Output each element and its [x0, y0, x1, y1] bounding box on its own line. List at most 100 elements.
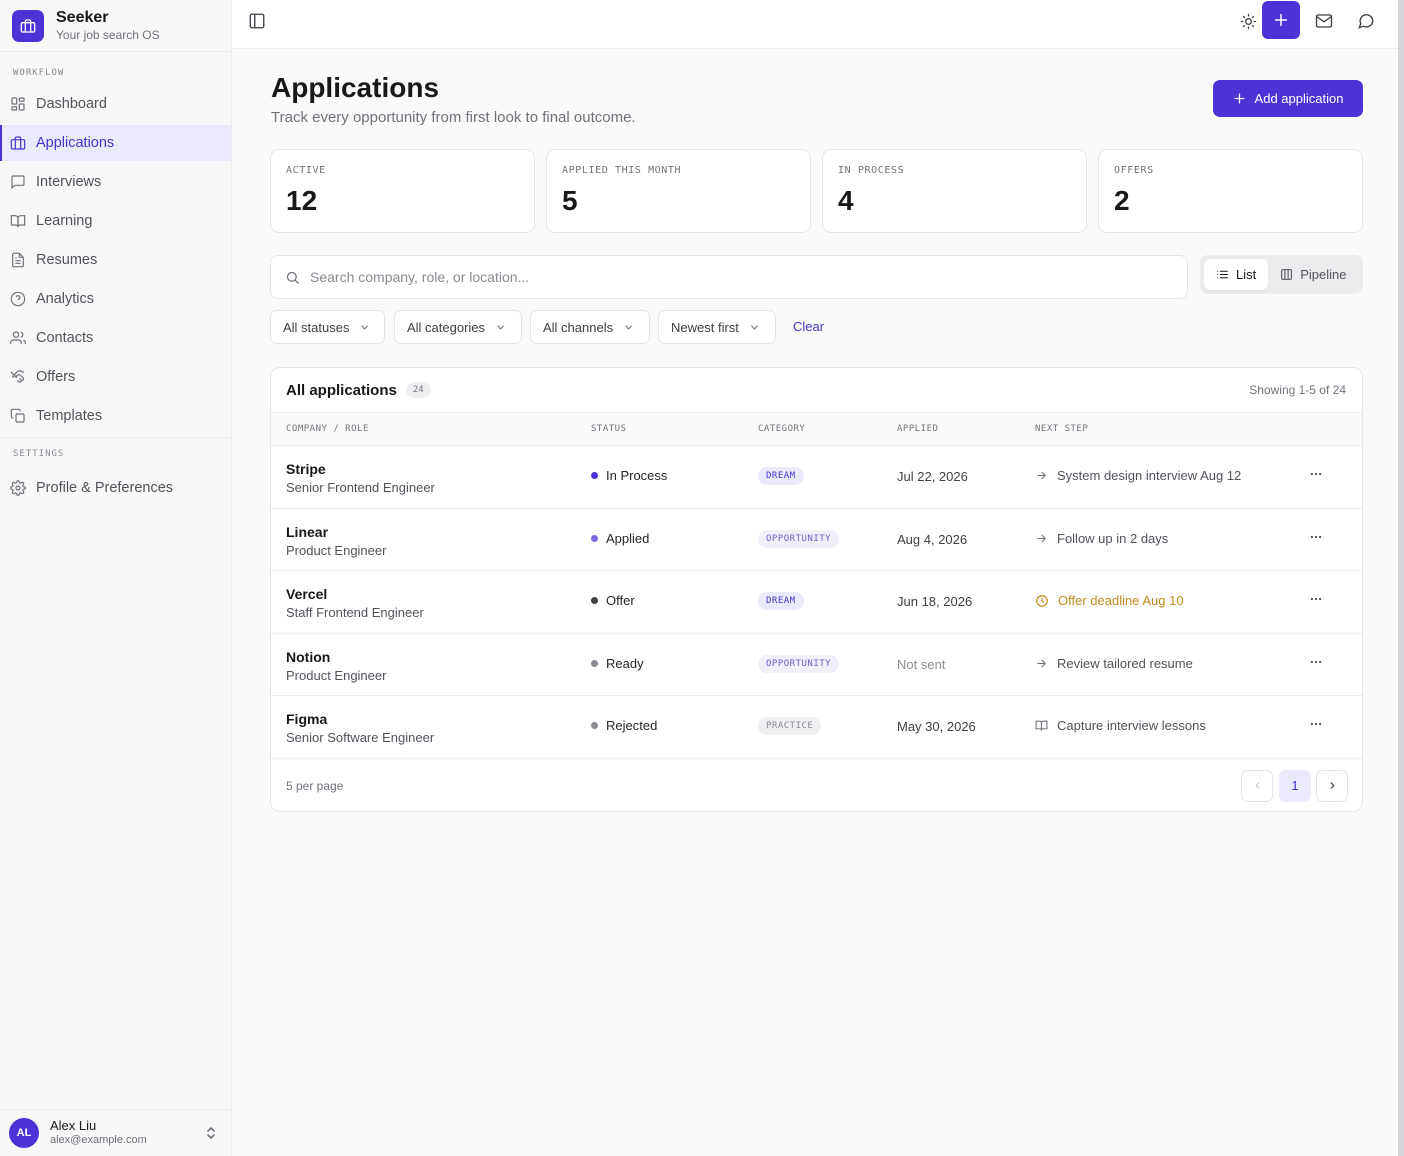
- status-label: Applied: [606, 530, 650, 546]
- chevron-down-icon: [613, 322, 634, 333]
- sidebar-item-interviews[interactable]: Interviews: [0, 164, 231, 200]
- sidebar-toggle-button[interactable]: [238, 2, 276, 40]
- next-step: System design interview Aug 12: [1035, 468, 1241, 483]
- sidebar-item-templates[interactable]: Templates: [0, 398, 231, 434]
- sidebar-item-label: Contacts: [36, 330, 94, 346]
- add-application-button[interactable]: Add application: [1213, 80, 1363, 117]
- user-menu[interactable]: AL Alex Liu alex@example.com: [0, 1109, 231, 1156]
- brand-name: Seeker: [56, 8, 109, 26]
- sort-select[interactable]: Newest first: [658, 310, 776, 344]
- workflow-section-label: WORKFLOW: [13, 68, 65, 78]
- sidebar-item-offers[interactable]: Offers: [0, 359, 231, 395]
- stat-card-active: ACTIVE 12: [270, 149, 535, 233]
- clear-filters-link[interactable]: Clear: [793, 319, 825, 334]
- sidebar-item-label: Templates: [36, 408, 103, 424]
- sidebar-item-applications[interactable]: Applications: [0, 125, 231, 161]
- table-row[interactable]: Stripe Senior Frontend Engineer In Proce…: [271, 446, 1362, 509]
- next-step-text: Capture interview lessons: [1057, 718, 1206, 733]
- role-title: Staff Frontend Engineer: [286, 605, 424, 620]
- brand[interactable]: Seeker Your job search OS: [0, 0, 231, 52]
- role-title: Senior Software Engineer: [286, 730, 435, 745]
- chevron-down-icon: [739, 322, 760, 333]
- chevron-right-icon: [1327, 780, 1338, 791]
- stat-value: 5: [562, 185, 578, 216]
- mail-icon: [1315, 12, 1333, 30]
- arrow-right-icon: [1035, 532, 1057, 545]
- more-actions-icon[interactable]: [1309, 717, 1323, 731]
- sidebar-panel-icon: [248, 12, 266, 30]
- applied-date: Aug 4, 2026: [897, 531, 968, 547]
- view-pipeline-button[interactable]: Pipeline: [1268, 259, 1358, 290]
- more-actions-icon[interactable]: [1309, 530, 1323, 544]
- users-icon: [10, 330, 26, 346]
- arrow-right-icon: [1035, 469, 1057, 482]
- column-header-applied: APPLIED: [897, 424, 939, 434]
- next-step-text: Review tailored resume: [1057, 655, 1193, 671]
- role-title: Senior Frontend Engineer: [286, 480, 435, 495]
- table-row[interactable]: Figma Senior Software Engineer Rejected …: [271, 696, 1362, 759]
- column-header-category: CATEGORY: [758, 424, 806, 434]
- category-badge: DREAM: [758, 467, 804, 485]
- status-label: Rejected: [606, 718, 658, 733]
- table-footer: 5 per page 1: [271, 759, 1362, 812]
- view-toggle: List Pipeline: [1200, 255, 1363, 294]
- sidebar-item-label: Interviews: [36, 174, 102, 190]
- mail-button[interactable]: [1305, 2, 1343, 40]
- more-actions-icon[interactable]: [1309, 655, 1323, 669]
- theme-toggle-button[interactable]: [1229, 2, 1267, 40]
- category-filter-value: All categories: [407, 319, 486, 335]
- more-actions-icon[interactable]: [1309, 467, 1323, 481]
- status-indicator: In Process: [591, 468, 667, 483]
- column-header-status: STATUS: [591, 424, 627, 434]
- gear-icon: [10, 480, 26, 496]
- sidebar-item-label: Learning: [36, 213, 93, 229]
- quick-add-button[interactable]: [1262, 1, 1300, 39]
- chevron-down-icon: [485, 322, 506, 333]
- view-pipeline-label: Pipeline: [1300, 267, 1347, 282]
- window-edge: [1398, 0, 1404, 1156]
- applied-date: Jul 22, 2026: [897, 469, 968, 484]
- avatar: AL: [9, 1118, 39, 1148]
- next-page-button[interactable]: [1316, 769, 1348, 802]
- handshake-icon: [10, 369, 26, 385]
- sidebar: Seeker Your job search OS WORKFLOW Dashb…: [0, 0, 232, 1156]
- prev-page-button[interactable]: [1241, 769, 1273, 802]
- applied-date: May 30, 2026: [897, 719, 976, 734]
- more-actions-icon[interactable]: [1309, 592, 1323, 606]
- channel-filter-value: All channels: [543, 319, 614, 335]
- sidebar-item-analytics[interactable]: Analytics: [0, 281, 231, 317]
- sidebar-divider: [0, 437, 231, 438]
- sidebar-item-dashboard[interactable]: Dashboard: [0, 86, 231, 122]
- status-label: Offer: [606, 593, 635, 608]
- view-list-button[interactable]: List: [1204, 259, 1269, 290]
- next-step-text: Offer deadline Aug 10: [1058, 593, 1184, 608]
- company-name: Notion: [286, 648, 331, 665]
- table-row[interactable]: Linear Product Engineer Applied OPPORTUN…: [271, 509, 1362, 571]
- dashboard-icon: [10, 96, 26, 112]
- company-name: Stripe: [286, 461, 326, 477]
- sidebar-item-resumes[interactable]: Resumes: [0, 242, 231, 278]
- category-badge: PRACTICE: [758, 717, 822, 735]
- next-step-text: Follow up in 2 days: [1057, 530, 1169, 546]
- stat-card-in-process: IN PROCESS 4: [822, 149, 1087, 233]
- status-label: Ready: [606, 655, 644, 671]
- sidebar-item-profile-preferences[interactable]: Profile & Preferences: [0, 470, 231, 506]
- add-application-label: Add application: [1254, 91, 1344, 106]
- status-filter-select[interactable]: All statuses: [270, 310, 385, 344]
- chat-button[interactable]: [1347, 2, 1385, 40]
- chevron-up-down-icon: [205, 1125, 217, 1141]
- page-number-button[interactable]: 1: [1279, 769, 1311, 802]
- applied-date: Jun 18, 2026: [897, 594, 973, 609]
- sidebar-item-label: Applications: [36, 135, 115, 151]
- sidebar-item-contacts[interactable]: Contacts: [0, 320, 231, 356]
- sun-icon: [1240, 13, 1257, 30]
- stat-value: 2: [1114, 185, 1130, 216]
- table-row[interactable]: Notion Product Engineer Ready OPPORTUNIT…: [271, 634, 1362, 696]
- channel-filter-select[interactable]: All channels: [530, 310, 650, 344]
- search-input[interactable]: [310, 269, 1187, 285]
- topbar: [232, 0, 1398, 49]
- sidebar-item-learning[interactable]: Learning: [0, 203, 231, 239]
- table-row[interactable]: Vercel Staff Frontend Engineer Offer DRE…: [271, 571, 1362, 634]
- category-filter-select[interactable]: All categories: [394, 310, 522, 344]
- status-indicator: Ready: [591, 656, 644, 671]
